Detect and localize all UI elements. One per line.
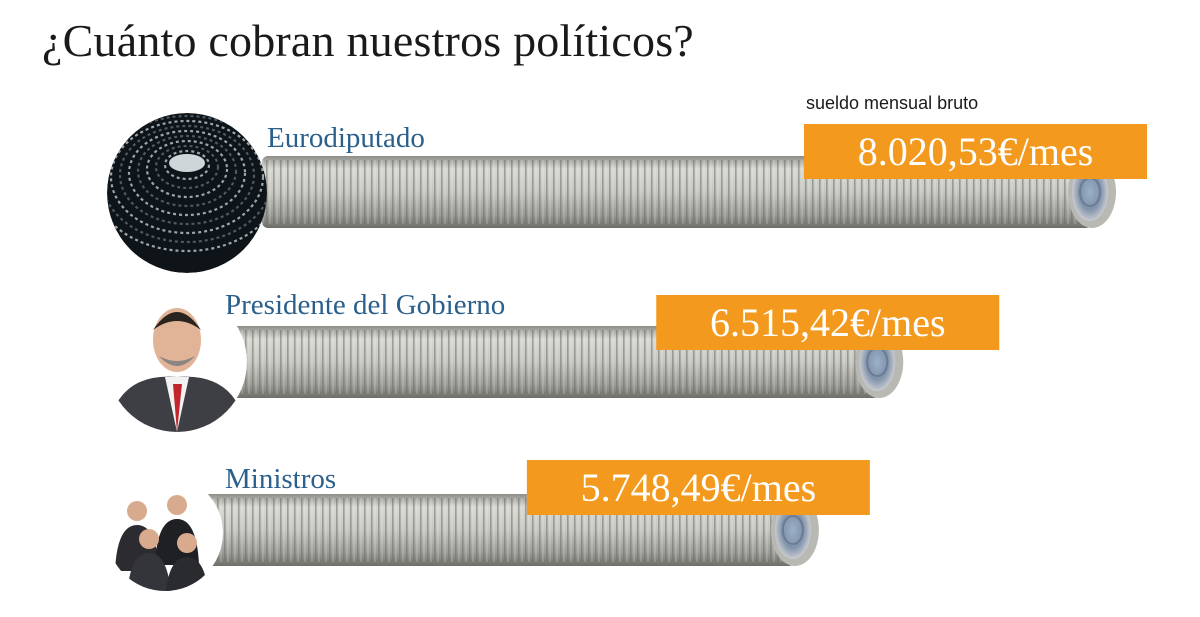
seat-row xyxy=(107,114,267,244)
tie xyxy=(173,384,182,432)
value-label-2: 5.748,49€/mes xyxy=(581,465,817,510)
minister-face xyxy=(139,529,159,549)
value-box xyxy=(656,295,1000,350)
page-title: ¿Cuánto cobran nuestros políticos? xyxy=(42,15,694,66)
chart-subtitle: sueldo mensual bruto xyxy=(806,93,979,113)
hemicycle-floor xyxy=(169,154,205,172)
seat-row xyxy=(109,119,265,235)
seat-row xyxy=(163,149,211,181)
parliament-photo xyxy=(107,113,267,273)
minister-face xyxy=(167,495,187,515)
face xyxy=(153,308,201,372)
beard xyxy=(159,356,195,366)
seat-row xyxy=(127,129,247,217)
ministers-photo xyxy=(107,475,223,591)
seat-row xyxy=(145,139,229,199)
value-box xyxy=(804,124,1147,179)
president-photo xyxy=(107,292,247,432)
category-label-0: Eurodiputado xyxy=(267,122,425,154)
coin-map-mark xyxy=(781,515,804,545)
category-label-1: Presidente del Gobierno xyxy=(225,289,505,321)
parliament-background xyxy=(107,113,267,273)
minister-suit xyxy=(155,519,199,565)
seat-row xyxy=(118,124,256,226)
value-label-1: 6.515,42€/mes xyxy=(710,300,946,345)
value-label-0: 8.020,53€/mes xyxy=(858,129,1094,174)
minister-face xyxy=(127,501,147,521)
hair xyxy=(153,312,201,330)
coin-face xyxy=(774,501,811,559)
category-label-2: Ministros xyxy=(225,463,336,495)
minister-suit xyxy=(165,557,209,591)
seat-row xyxy=(154,144,220,190)
minister-face xyxy=(177,533,197,553)
seat-row xyxy=(136,134,238,208)
value-box xyxy=(526,460,870,515)
